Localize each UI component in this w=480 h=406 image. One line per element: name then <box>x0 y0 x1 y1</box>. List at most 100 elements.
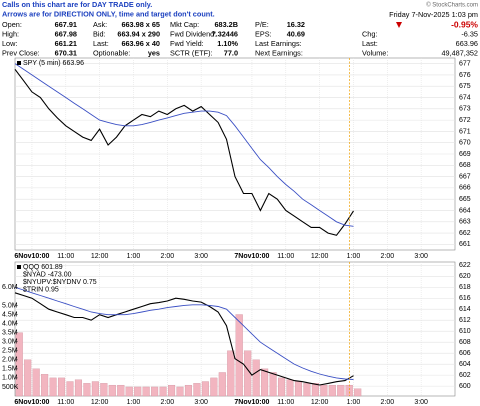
volume-bar <box>151 386 159 397</box>
stat-label: Mkt Cap: <box>170 20 199 29</box>
stat-label: High: <box>2 29 19 38</box>
y-tick-label: 676 <box>459 72 471 79</box>
volume-bar <box>227 350 235 397</box>
volume-bar <box>134 386 142 397</box>
stat-value: 7.32446 <box>212 29 238 38</box>
stat-label: Open: <box>2 20 22 29</box>
change-pct: -0.95% <box>451 19 478 29</box>
stat-label: Last Earnings: <box>255 39 302 48</box>
volume-bar <box>210 377 218 397</box>
price-line <box>14 292 354 386</box>
y2-tick-label: 4.0M <box>2 320 18 327</box>
x-tick-label: 12:00 <box>91 399 109 406</box>
x-tick-label: 11:00 <box>57 253 74 260</box>
volume-bar <box>125 386 133 397</box>
notice: Arrows are for DIRECTION ONLY, time and … <box>2 9 215 18</box>
stat-label: EPS: <box>255 29 272 38</box>
stat-label: Fwd Dividend: <box>170 29 216 38</box>
stat-label: Chg: <box>362 29 377 38</box>
stat-label: SCTR (ETF): <box>170 48 213 57</box>
y-tick-label: 661 <box>459 241 471 248</box>
volume-bar <box>66 381 74 397</box>
volume-bar <box>15 332 23 397</box>
legend-label: $NYUPV:$NYDNV 0.75 <box>23 279 97 286</box>
volume-bar <box>278 377 286 397</box>
y2-tick-label: 3.5M <box>2 329 18 336</box>
y-tick-label: 668 <box>459 162 471 169</box>
stat-label: Last: <box>362 39 378 48</box>
volume-bar <box>269 372 277 397</box>
volume-bar <box>252 359 260 397</box>
stat-label: Prev Close: <box>2 48 40 57</box>
down-arrow <box>396 22 402 28</box>
legend-swatch <box>17 61 21 65</box>
volume-bar <box>117 384 125 397</box>
stat-value: 49,487,352 <box>441 48 478 57</box>
y-tick-label: 663 <box>459 219 471 226</box>
volume-bar <box>303 383 311 397</box>
stat-value: 1.10% <box>217 39 238 48</box>
volume-bar <box>49 377 57 397</box>
stat-label: Next Earnings: <box>255 48 303 57</box>
y-tick-label: 604 <box>459 361 471 368</box>
volume-bar <box>159 386 167 397</box>
y2-tick-label: 2.0M <box>2 357 18 364</box>
volume-bar <box>176 386 184 397</box>
y2-tick-label: 1.5M <box>2 366 18 373</box>
volume-bar <box>193 383 201 397</box>
volume-bar <box>218 372 226 397</box>
y-tick-label: 608 <box>459 339 471 346</box>
stat-value: -6.35 <box>461 29 478 38</box>
x-tick-label: 12:00 <box>311 399 329 406</box>
volume-bar <box>345 384 353 397</box>
volume-bar <box>91 381 99 397</box>
x-tick-label: 11:00 <box>277 399 294 406</box>
x-tick-label: 2:00 <box>380 399 394 406</box>
volume-bar <box>328 384 336 397</box>
stat-label: Fwd Yield: <box>170 39 204 48</box>
volume-bar <box>41 374 49 397</box>
volume-bar <box>337 384 345 397</box>
legend-label: QQQ 601.89 <box>23 264 63 271</box>
stat-value: 40.69 <box>287 29 305 38</box>
y2-tick-label: 5.0M <box>2 302 18 309</box>
y2-tick-label: 3.0M <box>2 339 18 346</box>
y2-tick-label: 2.5M <box>2 348 18 355</box>
volume-bar <box>24 359 32 397</box>
stat-value: 661.21 <box>55 39 77 48</box>
x-tick-label: 1:00 <box>347 253 361 260</box>
y2-tick-label: 6.0M <box>2 284 18 291</box>
stat-value: 670.31 <box>55 48 77 57</box>
notice-box <box>0 0 238 20</box>
stat-value: 663.98 x 65 <box>121 20 160 29</box>
x-tick-label: 3:00 <box>414 253 428 260</box>
y-tick-label: 606 <box>459 350 471 357</box>
stat-label: Last: <box>93 39 109 48</box>
y-tick-label: 662 <box>459 230 471 237</box>
y-tick-label: 614 <box>459 306 471 313</box>
y2-tick-label: 4.5M <box>2 311 18 318</box>
volume-bar <box>320 384 328 397</box>
stat-label: Low: <box>2 39 17 48</box>
x-tick-label: 2:00 <box>160 253 174 260</box>
volume-bar <box>32 368 40 397</box>
x-tick-label: 3:00 <box>194 399 208 406</box>
y-tick-label: 672 <box>459 117 471 124</box>
x-tick-label: 11:00 <box>57 399 74 406</box>
volume-bar <box>168 384 176 397</box>
volume-bar <box>261 368 269 397</box>
price-line <box>14 286 354 380</box>
stat-label: Ask: <box>93 20 107 29</box>
stat-value: 663.96 <box>456 39 478 48</box>
legend-swatch <box>17 265 21 269</box>
y-tick-label: 666 <box>459 185 471 192</box>
volume-bar <box>83 383 91 397</box>
volume-bar <box>58 377 66 397</box>
stat-value: 663.94 x 290 <box>117 29 160 38</box>
volume-bar <box>354 388 362 397</box>
copyright: © StockCharts.com <box>426 2 478 9</box>
y-tick-label: 600 <box>459 383 471 390</box>
stat-value: 16.32 <box>287 20 305 29</box>
volume-bar <box>311 383 319 397</box>
x-tick-label: 6Nov10:00 <box>14 253 49 260</box>
